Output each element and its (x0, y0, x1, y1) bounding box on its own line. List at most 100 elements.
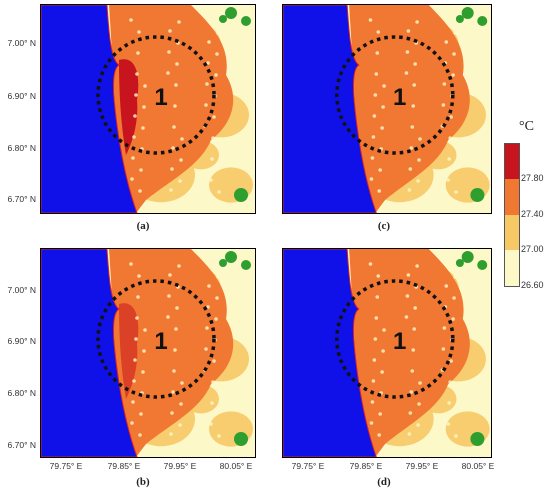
panel-caption: (b) (136, 476, 150, 488)
y-tick-label: 6.80° N (7, 388, 36, 398)
vegetation-patch (477, 260, 488, 270)
speckle (407, 432, 412, 436)
speckle (215, 296, 219, 300)
speckle (447, 157, 452, 161)
speckle (417, 402, 421, 406)
y-tick-label: 6.70° N (7, 194, 36, 204)
x-tick-label: 79.95° E (163, 461, 197, 471)
map-svg: 1 (41, 249, 255, 457)
speckle (413, 62, 417, 66)
x-tick-label: 79.95° E (405, 461, 439, 471)
speckle (170, 167, 174, 171)
colorbar-label: 27.00 (521, 244, 544, 254)
study-circle (335, 35, 455, 155)
speckle (217, 434, 221, 438)
speckle (129, 262, 133, 266)
speckle (406, 273, 411, 277)
y-tick-label: 6.90° N (7, 336, 36, 346)
study-circle (96, 279, 216, 399)
speckle (173, 104, 177, 108)
speckle (138, 189, 142, 193)
speckle (452, 52, 456, 56)
vegetation-patch (461, 7, 474, 19)
x-tick-label: 79.75° E (291, 461, 325, 471)
vegetation-patch (477, 16, 488, 26)
vegetation-patch (234, 432, 248, 446)
vegetation-patch (241, 16, 251, 26)
speckle (134, 337, 138, 341)
vegetation-patch (470, 188, 485, 202)
speckle (444, 40, 449, 44)
speckle (405, 50, 410, 54)
speckle (410, 369, 415, 373)
y-tick-label: 7.00° N (7, 285, 36, 295)
speckle (136, 295, 140, 299)
speckle (406, 29, 411, 33)
speckle (442, 82, 447, 86)
y-tick-label: 7.00° N (7, 38, 36, 48)
speckle (370, 400, 375, 404)
speckle (205, 326, 209, 330)
speckle (135, 316, 139, 320)
speckle (208, 263, 212, 267)
speckle (409, 390, 414, 394)
sea (283, 5, 377, 213)
colorbar-segment (505, 179, 519, 215)
speckle (166, 71, 170, 75)
speckle (204, 347, 208, 351)
hot-core (119, 59, 139, 155)
map-svg: 1 (41, 5, 255, 213)
zone-label: 1 (154, 84, 167, 111)
map-svg: 1 (283, 5, 491, 213)
speckle (378, 412, 382, 416)
speckle (412, 327, 417, 331)
speckle (441, 103, 446, 107)
speckle (214, 317, 218, 321)
panel-caption: (c) (377, 220, 391, 232)
x-tick-label: 79.75° E (49, 461, 83, 471)
speckle (415, 20, 419, 24)
speckle (133, 358, 137, 362)
vegetation-patch (461, 251, 474, 263)
speckle (174, 83, 178, 87)
x-tick-label: 79.85° E (349, 461, 383, 471)
speckle (415, 264, 419, 268)
speckle (142, 349, 146, 353)
colorbar-segment (505, 215, 519, 250)
speckle (445, 19, 450, 23)
vegetation-patch (225, 7, 237, 19)
x-tick-label: 79.85° E (107, 461, 141, 471)
speckle (404, 315, 409, 319)
speckle (445, 263, 450, 267)
speckle (216, 31, 220, 35)
speckle (449, 115, 453, 119)
speckle (376, 30, 381, 34)
colorbar-segment (505, 250, 519, 286)
speckle (382, 84, 386, 88)
warm-zone (109, 249, 234, 457)
speckle (133, 114, 137, 118)
speckle (175, 306, 179, 310)
speckle (180, 381, 184, 385)
colorbar-unit: °C (519, 119, 534, 134)
speckle (368, 262, 373, 266)
colorbar-label: 27.80 (521, 173, 544, 183)
speckle (444, 284, 449, 288)
speckle (208, 19, 212, 23)
speckle (368, 18, 373, 22)
speckle (212, 359, 216, 363)
speckle (172, 125, 176, 129)
speckle (172, 369, 176, 373)
speckle (180, 137, 184, 141)
speckle (174, 327, 178, 331)
speckle (452, 296, 456, 300)
speckle (206, 305, 210, 309)
speckle (409, 146, 414, 150)
sea (41, 5, 138, 213)
speckle (449, 359, 453, 363)
y-tick-label: 6.80° N (7, 143, 36, 153)
speckle (177, 264, 181, 268)
speckle (374, 316, 379, 320)
speckle (381, 105, 385, 109)
speckle (166, 315, 170, 319)
